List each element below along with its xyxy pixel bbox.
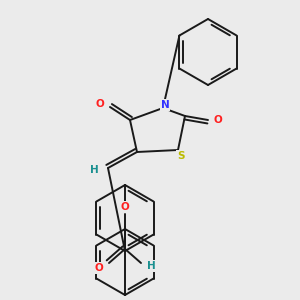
Text: O: O <box>121 202 129 212</box>
Text: S: S <box>177 151 185 161</box>
Text: H: H <box>147 261 155 271</box>
Text: O: O <box>214 115 222 125</box>
Text: O: O <box>96 99 104 109</box>
Text: H: H <box>90 165 98 175</box>
Text: O: O <box>94 263 103 273</box>
Text: N: N <box>160 100 169 110</box>
